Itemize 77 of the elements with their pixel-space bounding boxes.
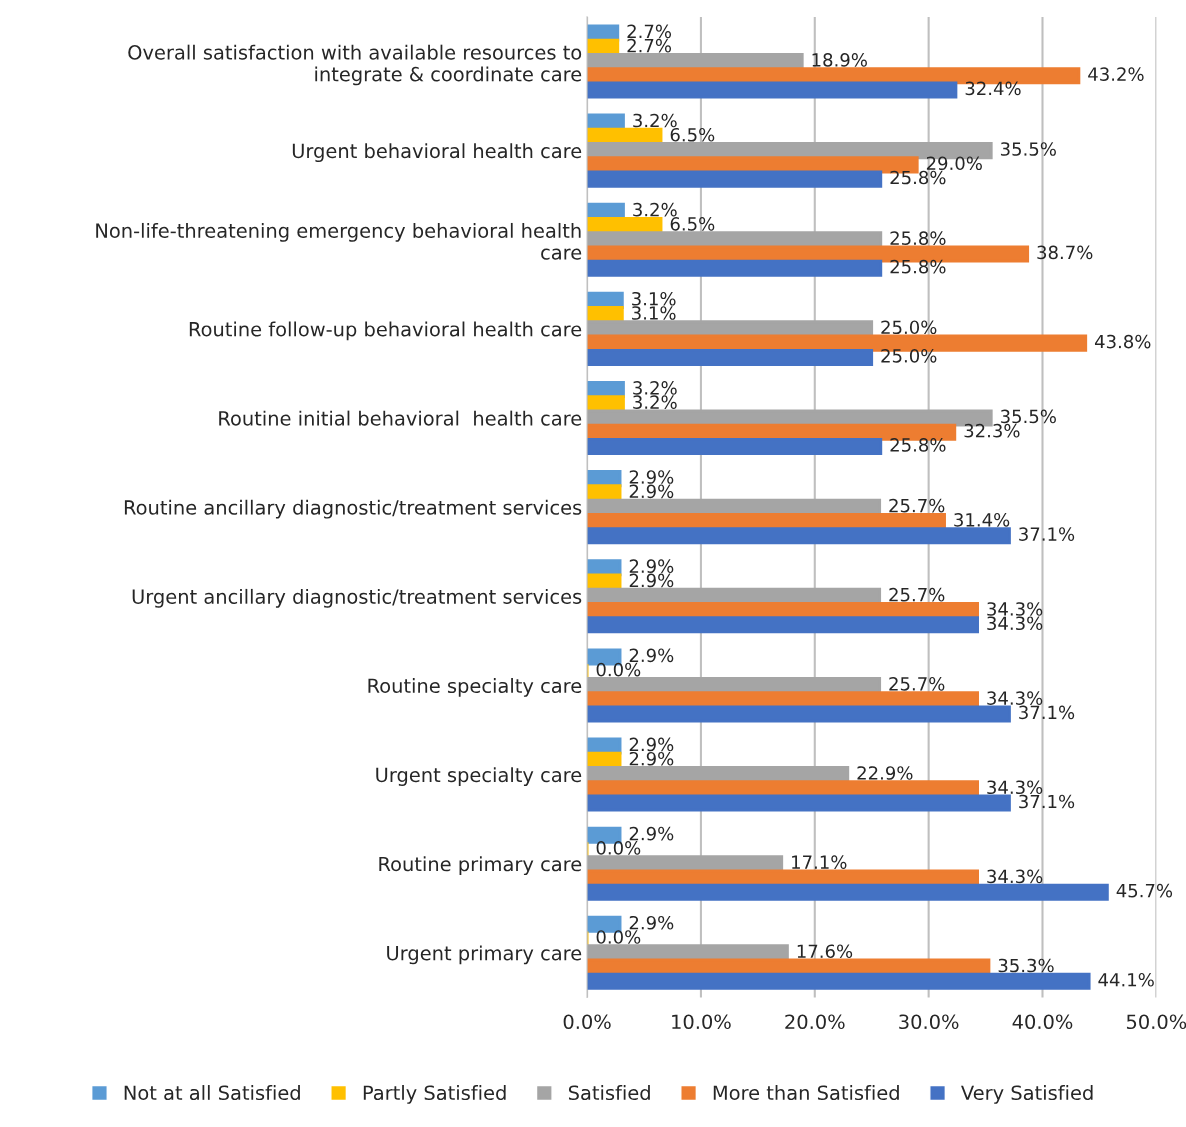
data-label: 25.8%	[890, 259, 946, 274]
data-label: 37.1%	[1019, 794, 1075, 809]
data-label: 37.1%	[1019, 705, 1075, 720]
data-label: 3.2%	[633, 395, 677, 409]
data-label: 25.0%	[881, 320, 937, 335]
y-tick-label: Urgent primary care	[387, 945, 582, 965]
y-tick-label: Urgent behavioral health care	[292, 143, 582, 163]
data-label: 32.4%	[965, 81, 1021, 96]
data-label: 2.9%	[629, 737, 674, 752]
data-label: 25.7%	[889, 498, 945, 513]
data-label: 31.4%	[954, 512, 1010, 527]
data-label: 43.8%	[1094, 334, 1151, 349]
legend-label: Partly Satisfied	[363, 1085, 506, 1104]
data-label: 2.9%	[629, 751, 674, 766]
data-label: 25.8%	[890, 170, 946, 185]
data-label: 2.7%	[627, 24, 672, 39]
x-tick-label: 40.0%	[1012, 1014, 1073, 1030]
data-label: 29.0%	[926, 156, 982, 171]
data-label: 25.8%	[890, 438, 946, 452]
data-label: 18.9%	[812, 53, 867, 67]
data-label: 34.3%	[987, 616, 1043, 631]
data-label: 2.9%	[629, 470, 674, 484]
data-label: 2.9%	[629, 484, 674, 499]
y-tick-label: Routine specialty care	[368, 678, 582, 697]
x-tick-label: 20.0%	[785, 1014, 845, 1030]
data-label: 3.2%	[633, 381, 677, 395]
data-label: 35.3%	[998, 958, 1054, 973]
data-label: 25.8%	[890, 231, 946, 245]
data-label: 25.7%	[889, 677, 945, 691]
y-tick-label: Urgent specialty care	[376, 767, 582, 786]
x-tick-label: 10.0%	[672, 1014, 731, 1030]
data-label: 3.2%	[633, 202, 677, 217]
legend-label: Satisfied	[568, 1085, 650, 1101]
data-label: 43.2%	[1088, 67, 1144, 81]
data-label: 34.3%	[987, 869, 1043, 884]
y-tick-label: Routine initial behavioral health care	[219, 410, 582, 426]
data-label: 37.1%	[1019, 527, 1075, 541]
data-label: 38.7%	[1037, 245, 1093, 260]
data-label: 3.1%	[632, 291, 676, 306]
data-label: 2.9%	[629, 826, 674, 841]
data-label: 2.9%	[629, 573, 674, 588]
data-label: 45.7%	[1116, 883, 1173, 898]
data-label: 34.3%	[987, 691, 1043, 705]
x-tick-label: 0.0%	[563, 1014, 611, 1030]
data-label: 32.3%	[964, 423, 1020, 438]
y-tick-label: Routine primary care	[379, 856, 582, 876]
data-label: 35.5%	[1000, 142, 1056, 156]
legend-label: Very Satisfied	[961, 1085, 1093, 1104]
data-label: 17.1%	[792, 855, 847, 869]
data-label: 25.7%	[889, 587, 945, 602]
x-tick-label: 50.0%	[1126, 1014, 1186, 1030]
data-label: 22.9%	[857, 766, 913, 780]
data-label: 0.0%	[596, 930, 641, 944]
y-tick-label: Routine follow-up behavioral health care	[189, 321, 582, 341]
data-label: 0.0%	[596, 662, 641, 677]
data-label: 2.9%	[629, 915, 674, 930]
data-label: 6.5%	[670, 217, 715, 231]
data-label: 3.1%	[632, 306, 676, 320]
data-label: 0.0%	[596, 841, 641, 855]
y-tick-label: Urgent ancillary diagnostic/treatment services	[132, 588, 582, 608]
data-label: 3.2%	[633, 113, 677, 128]
data-label: 35.5%	[1000, 409, 1056, 424]
data-label: 2.9%	[629, 648, 674, 663]
data-label: 17.6%	[797, 944, 853, 959]
data-label: 25.0%	[881, 348, 937, 363]
x-tick-label: 30.0%	[899, 1014, 959, 1030]
data-label: 44.1%	[1098, 972, 1154, 987]
legend-label: More than Satisfied	[713, 1085, 899, 1101]
y-tick-label: Non-life-threatening emergency behavioral health care	[96, 222, 582, 260]
data-label: 2.7%	[627, 38, 672, 53]
y-tick-label: Routine ancillary diagnostic/treatment services	[124, 499, 582, 519]
y-tick-label: Overall satisfaction with available resources to integrate & coordinate care	[128, 44, 582, 86]
legend-label: Not at all Satisfied	[124, 1085, 300, 1101]
data-label: 34.3%	[987, 780, 1043, 795]
data-label: 2.9%	[629, 559, 674, 573]
data-label: 6.5%	[670, 127, 715, 142]
data-label: 34.3%	[987, 602, 1043, 616]
